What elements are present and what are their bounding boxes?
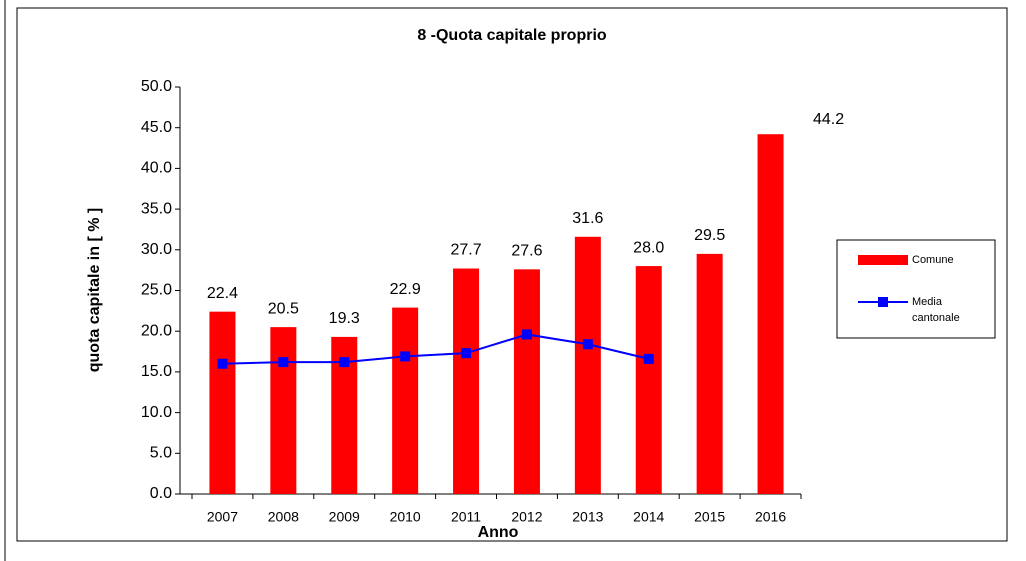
marker xyxy=(400,351,411,362)
bar xyxy=(513,269,540,494)
y-axis-title: quota capitale in [ % ] xyxy=(86,208,103,372)
y-tick-label: 20.0 xyxy=(141,322,172,339)
y-tick-label: 40.0 xyxy=(141,160,172,177)
x-tick-label: 2007 xyxy=(207,509,238,525)
x-axis-title: Anno xyxy=(478,524,519,541)
y-tick-label: 0.0 xyxy=(150,485,172,502)
bar xyxy=(453,268,480,494)
marker xyxy=(461,348,472,359)
value-label: 22.9 xyxy=(390,281,421,298)
value-label: 20.5 xyxy=(268,300,299,317)
line xyxy=(222,333,649,365)
value-label: 28.0 xyxy=(633,239,664,256)
chart-title: 8 -Quota capitale proprio xyxy=(417,27,607,44)
marker xyxy=(582,339,593,350)
y-tick-label: 15.0 xyxy=(141,363,172,380)
bar xyxy=(574,236,601,494)
x-tick-label: 2015 xyxy=(694,509,725,525)
x-tick-label: 2010 xyxy=(390,509,421,525)
bar xyxy=(635,266,662,494)
bar xyxy=(392,307,419,494)
x-tick-label: 2008 xyxy=(268,509,299,525)
value-label: 22.4 xyxy=(207,285,238,302)
chart-frame xyxy=(16,7,1008,542)
value-label: 27.6 xyxy=(511,243,542,260)
y-tick-label: 35.0 xyxy=(141,200,172,217)
y-tick-label: 10.0 xyxy=(141,404,172,421)
y-tick-label: 50.0 xyxy=(141,78,172,95)
marker xyxy=(339,357,350,368)
y-tick-label: 30.0 xyxy=(141,241,172,258)
value-label: 19.3 xyxy=(329,310,360,327)
bar xyxy=(757,134,784,494)
legend-label: Comune xyxy=(912,254,954,266)
y-tick-label: 5.0 xyxy=(150,445,172,462)
bar xyxy=(270,327,297,494)
marker xyxy=(643,353,654,364)
value-label: 29.5 xyxy=(694,227,725,244)
bar xyxy=(696,253,723,494)
x-tick-label: 2013 xyxy=(572,509,603,525)
legend-label: Media cantonale xyxy=(912,296,960,324)
bar xyxy=(209,311,236,494)
value-label: 27.7 xyxy=(450,242,481,259)
legend-marker xyxy=(878,297,888,307)
marker xyxy=(217,358,228,369)
marker xyxy=(521,329,532,340)
x-tick-label: 2016 xyxy=(755,509,786,525)
legend-swatch xyxy=(858,255,908,265)
value-label: 31.6 xyxy=(572,210,603,227)
x-tick-label: 2009 xyxy=(329,509,360,525)
x-tick-label: 2014 xyxy=(633,509,664,525)
y-tick-label: 45.0 xyxy=(141,119,172,136)
y-tick-label: 25.0 xyxy=(141,282,172,299)
x-tick-label: 2011 xyxy=(451,509,481,525)
value-label: 44.2 xyxy=(813,111,844,128)
x-tick-label: 2012 xyxy=(511,509,542,525)
marker xyxy=(278,357,289,368)
